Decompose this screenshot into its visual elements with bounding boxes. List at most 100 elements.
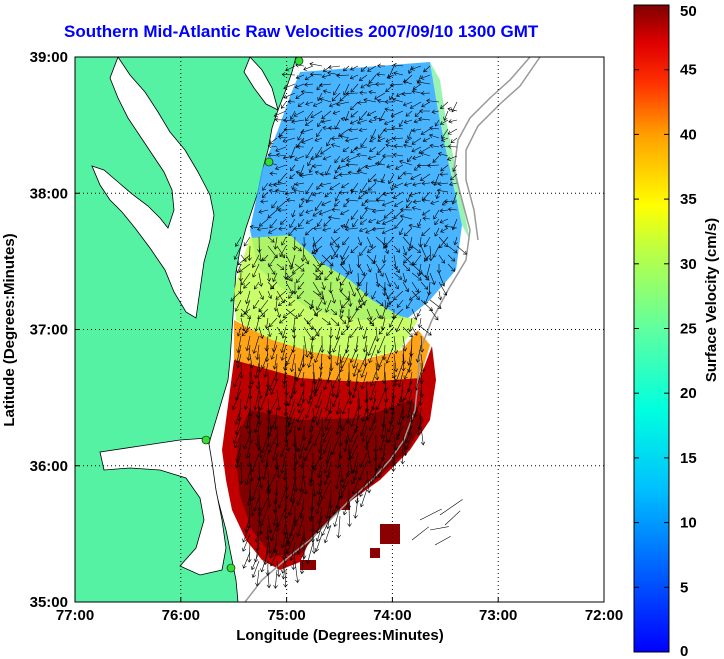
- velocity-vector: [324, 497, 332, 520]
- velocity-vector: [283, 118, 296, 123]
- velocity-vector: [236, 353, 242, 369]
- velocity-vector: [387, 425, 395, 444]
- velocity-vector: [276, 389, 282, 411]
- velocity-vector: [412, 83, 422, 90]
- velocity-vector: [254, 317, 260, 332]
- velocity-vector: [439, 218, 449, 224]
- velocity-vector: [247, 416, 252, 435]
- velocity-vector: [283, 425, 289, 444]
- velocity-vector: [256, 226, 269, 232]
- velocity-vector: [420, 326, 432, 336]
- velocity-vector: [261, 461, 269, 481]
- velocity-vector: [312, 326, 320, 337]
- velocity-vector: [349, 326, 359, 339]
- velocity-vector: [277, 299, 287, 307]
- velocity-vector: [237, 254, 251, 266]
- velocity-vector: [239, 362, 244, 379]
- velocity-vector: [379, 416, 386, 439]
- grid: [75, 57, 604, 602]
- velocity-vector: [315, 146, 323, 158]
- velocity-vector: [359, 290, 368, 303]
- velocity-vector: [273, 569, 278, 589]
- velocity-vector: [303, 335, 310, 358]
- velocity-vector: [338, 407, 343, 429]
- velocity-vector: [434, 227, 440, 237]
- velocity-vector: [231, 389, 242, 410]
- y-tick-label: 39:00: [30, 49, 68, 66]
- velocity-vector: [301, 236, 307, 248]
- velocity-vector: [289, 173, 296, 179]
- velocity-vector: [439, 171, 449, 177]
- velocity-vector: [280, 101, 287, 109]
- velocity-vector: [260, 551, 269, 573]
- velocity-vector: [393, 245, 400, 253]
- velocity-vector: [265, 560, 271, 577]
- velocity-vector: [293, 226, 305, 231]
- velocity-vector: [405, 434, 413, 450]
- velocity-vector: [281, 72, 296, 77]
- velocity-vector: [432, 245, 440, 258]
- velocity-vector: [368, 218, 377, 223]
- velocity-vector: [438, 236, 449, 249]
- velocity-vector: [267, 290, 273, 299]
- velocity-vector: [362, 326, 368, 340]
- velocity-vector: [331, 136, 341, 141]
- velocity-vector: [288, 416, 296, 434]
- velocity-vector: [411, 326, 418, 336]
- velocity-vector: [230, 290, 242, 302]
- velocity-vector: [338, 172, 350, 177]
- velocity-vector: [348, 290, 353, 307]
- velocity-vector: [314, 389, 323, 409]
- velocity-vector: [240, 254, 247, 262]
- velocity-vector: [305, 182, 314, 195]
- velocity-vector: [328, 125, 341, 131]
- velocity-vector: [406, 371, 413, 393]
- chesapeake-bay: [91, 57, 215, 319]
- velocity-vector: [377, 137, 386, 143]
- velocity-vector: [402, 272, 408, 283]
- velocity-vector: [421, 101, 431, 108]
- velocity-vector: [349, 74, 359, 80]
- velocity-vector: [325, 506, 332, 530]
- velocity-vector: [269, 542, 278, 559]
- velocity-vector: [371, 290, 377, 300]
- velocity-vector: [277, 134, 287, 140]
- velocity-vector: [341, 398, 350, 415]
- velocity-vector: [308, 470, 314, 487]
- velocity-vector: [339, 317, 347, 324]
- velocity-vector: [253, 299, 260, 310]
- velocity-vector: [345, 162, 359, 167]
- velocity-vector: [286, 272, 296, 280]
- velocity-vector: [411, 206, 422, 211]
- velocity-vector: [300, 128, 314, 134]
- velocity-vector: [411, 272, 422, 281]
- velocity-vector: [366, 308, 373, 321]
- velocity-vector: [356, 119, 368, 125]
- velocity-vector: [312, 101, 323, 107]
- velocity-vector: [333, 506, 341, 528]
- velocity-vector: [267, 143, 278, 149]
- velocity-vector: [378, 353, 386, 368]
- velocity-vector: [334, 200, 341, 207]
- velocity-vector: [385, 344, 395, 364]
- velocity-vector: [393, 71, 404, 76]
- velocity-vector: [388, 173, 395, 185]
- velocity-vector: [396, 389, 404, 407]
- velocity-vector: [257, 380, 263, 400]
- velocity-vector: [350, 101, 359, 111]
- velocity-vector: [411, 308, 418, 321]
- velocity-vector: [289, 254, 296, 270]
- velocity-vector: [294, 83, 305, 89]
- velocity-vector: [289, 542, 296, 562]
- velocity-vector: [320, 416, 326, 438]
- velocity-vector: [399, 159, 413, 166]
- velocity-vector: [419, 173, 431, 181]
- velocity-vector: [398, 119, 404, 128]
- velocity-vector: [252, 263, 260, 278]
- velocity-vector: [342, 236, 350, 246]
- velocity-vector: [376, 146, 386, 156]
- velocity-vector: [322, 65, 332, 72]
- velocity-vector: [313, 380, 323, 397]
- velocity-vector: [344, 137, 359, 143]
